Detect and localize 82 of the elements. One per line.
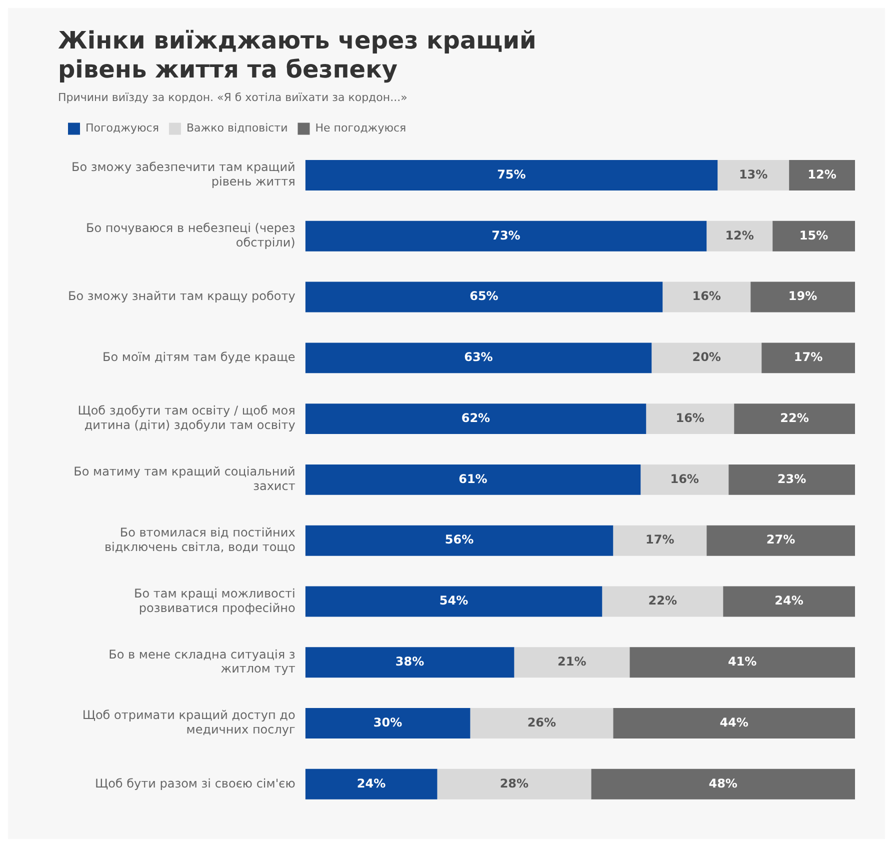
legend-label: Погоджуюся bbox=[86, 122, 159, 135]
data-label: 24% bbox=[774, 594, 804, 608]
data-label: 17% bbox=[794, 350, 823, 364]
data-label: 17% bbox=[645, 532, 674, 547]
bar bbox=[772, 220, 855, 252]
data-label: 28% bbox=[500, 776, 529, 790]
y-tick-label: Бо моїм дітям там буде краще bbox=[102, 350, 296, 364]
bar bbox=[305, 160, 718, 190]
chart-subtitle: Причини виїзду за кордон. «Я б хотіла виїхати за кордон...» bbox=[58, 91, 408, 104]
bar bbox=[723, 586, 855, 617]
y-tick-label: Бо матиму там кращий соціальний захист bbox=[74, 464, 296, 494]
data-label: 63% bbox=[464, 350, 493, 364]
bar bbox=[662, 282, 751, 312]
bar bbox=[514, 647, 630, 678]
data-label: 75% bbox=[497, 167, 526, 182]
y-tick-label: Бо почуваюся в небезпеці (через обстріли) bbox=[86, 221, 296, 250]
bar bbox=[305, 220, 707, 252]
y-tick-label: Бо в мене складна ситуація з житлом тут bbox=[108, 647, 296, 676]
bar bbox=[305, 768, 438, 800]
data-label: 15% bbox=[799, 228, 828, 242]
bar bbox=[750, 282, 855, 312]
bar bbox=[734, 404, 855, 434]
y-tick-label: Щоб отримати кращий доступ до медичних послуг bbox=[82, 708, 296, 737]
legend-label: Не погоджуюся bbox=[315, 122, 406, 135]
data-label: 22% bbox=[648, 594, 677, 608]
bar bbox=[470, 708, 614, 738]
y-tick-label: Щоб бути разом зі своєю сім'єю bbox=[94, 776, 296, 790]
data-label: 21% bbox=[558, 654, 586, 668]
bar bbox=[706, 220, 773, 252]
y-tick-label: Бо зможу знайти там кращу роботу bbox=[68, 289, 296, 304]
bar bbox=[305, 586, 602, 617]
bar bbox=[305, 525, 614, 556]
bar bbox=[640, 464, 729, 495]
data-label: 20% bbox=[692, 350, 721, 364]
data-label: 12% bbox=[725, 228, 754, 242]
data-label: 30% bbox=[373, 715, 402, 730]
bar bbox=[602, 586, 724, 617]
bar bbox=[762, 342, 855, 374]
bar bbox=[591, 768, 855, 800]
data-label: 56% bbox=[444, 532, 474, 547]
y-tick-label: Бо там кращі можливості розвиватися професійно bbox=[134, 586, 296, 615]
bar bbox=[630, 647, 855, 678]
y-tick-label: Бо втомилася від постійних відключень світла, води тощо bbox=[104, 526, 296, 554]
data-label: 41% bbox=[728, 654, 757, 668]
data-label: 24% bbox=[356, 776, 386, 790]
data-label: 65% bbox=[470, 289, 498, 304]
chart-title: Жінки виїжджають через кращий рівень життя та безпеку bbox=[58, 26, 536, 84]
bar bbox=[613, 708, 855, 738]
data-label: 16% bbox=[676, 410, 704, 425]
y-tick-label: Бо зможу забезпечити там кращий рівень життя bbox=[71, 160, 296, 189]
data-label: 73% bbox=[492, 228, 520, 242]
bar bbox=[305, 342, 652, 374]
bar bbox=[789, 160, 855, 190]
bar bbox=[652, 342, 762, 374]
bar bbox=[305, 647, 514, 678]
data-label: 12% bbox=[808, 167, 836, 182]
data-label: 19% bbox=[788, 289, 818, 304]
data-label: 54% bbox=[439, 594, 468, 608]
bar bbox=[646, 404, 734, 434]
bar bbox=[305, 282, 663, 312]
data-label: 48% bbox=[708, 776, 738, 790]
data-label: 13% bbox=[738, 167, 768, 182]
bar bbox=[437, 768, 592, 800]
data-label: 61% bbox=[458, 472, 488, 486]
bar bbox=[305, 404, 646, 434]
data-label: 62% bbox=[461, 410, 490, 425]
data-label: 44% bbox=[720, 715, 748, 730]
data-label: 26% bbox=[527, 715, 556, 730]
data-label: 27% bbox=[766, 532, 796, 547]
bar bbox=[718, 160, 790, 190]
data-label: 22% bbox=[780, 410, 809, 425]
data-label: 38% bbox=[395, 654, 424, 668]
bar bbox=[706, 525, 855, 556]
data-label: 16% bbox=[670, 472, 699, 486]
bar bbox=[305, 708, 470, 738]
bar bbox=[305, 464, 641, 495]
y-tick-label: Щоб здобути там освіту / щоб моя дитина (діти) здобули там освіту bbox=[78, 404, 296, 432]
data-label: 16% bbox=[692, 289, 721, 304]
data-label: 23% bbox=[777, 472, 806, 486]
legend-label: Важко відповісти bbox=[186, 122, 288, 135]
bar bbox=[613, 525, 707, 556]
bar bbox=[728, 464, 855, 495]
